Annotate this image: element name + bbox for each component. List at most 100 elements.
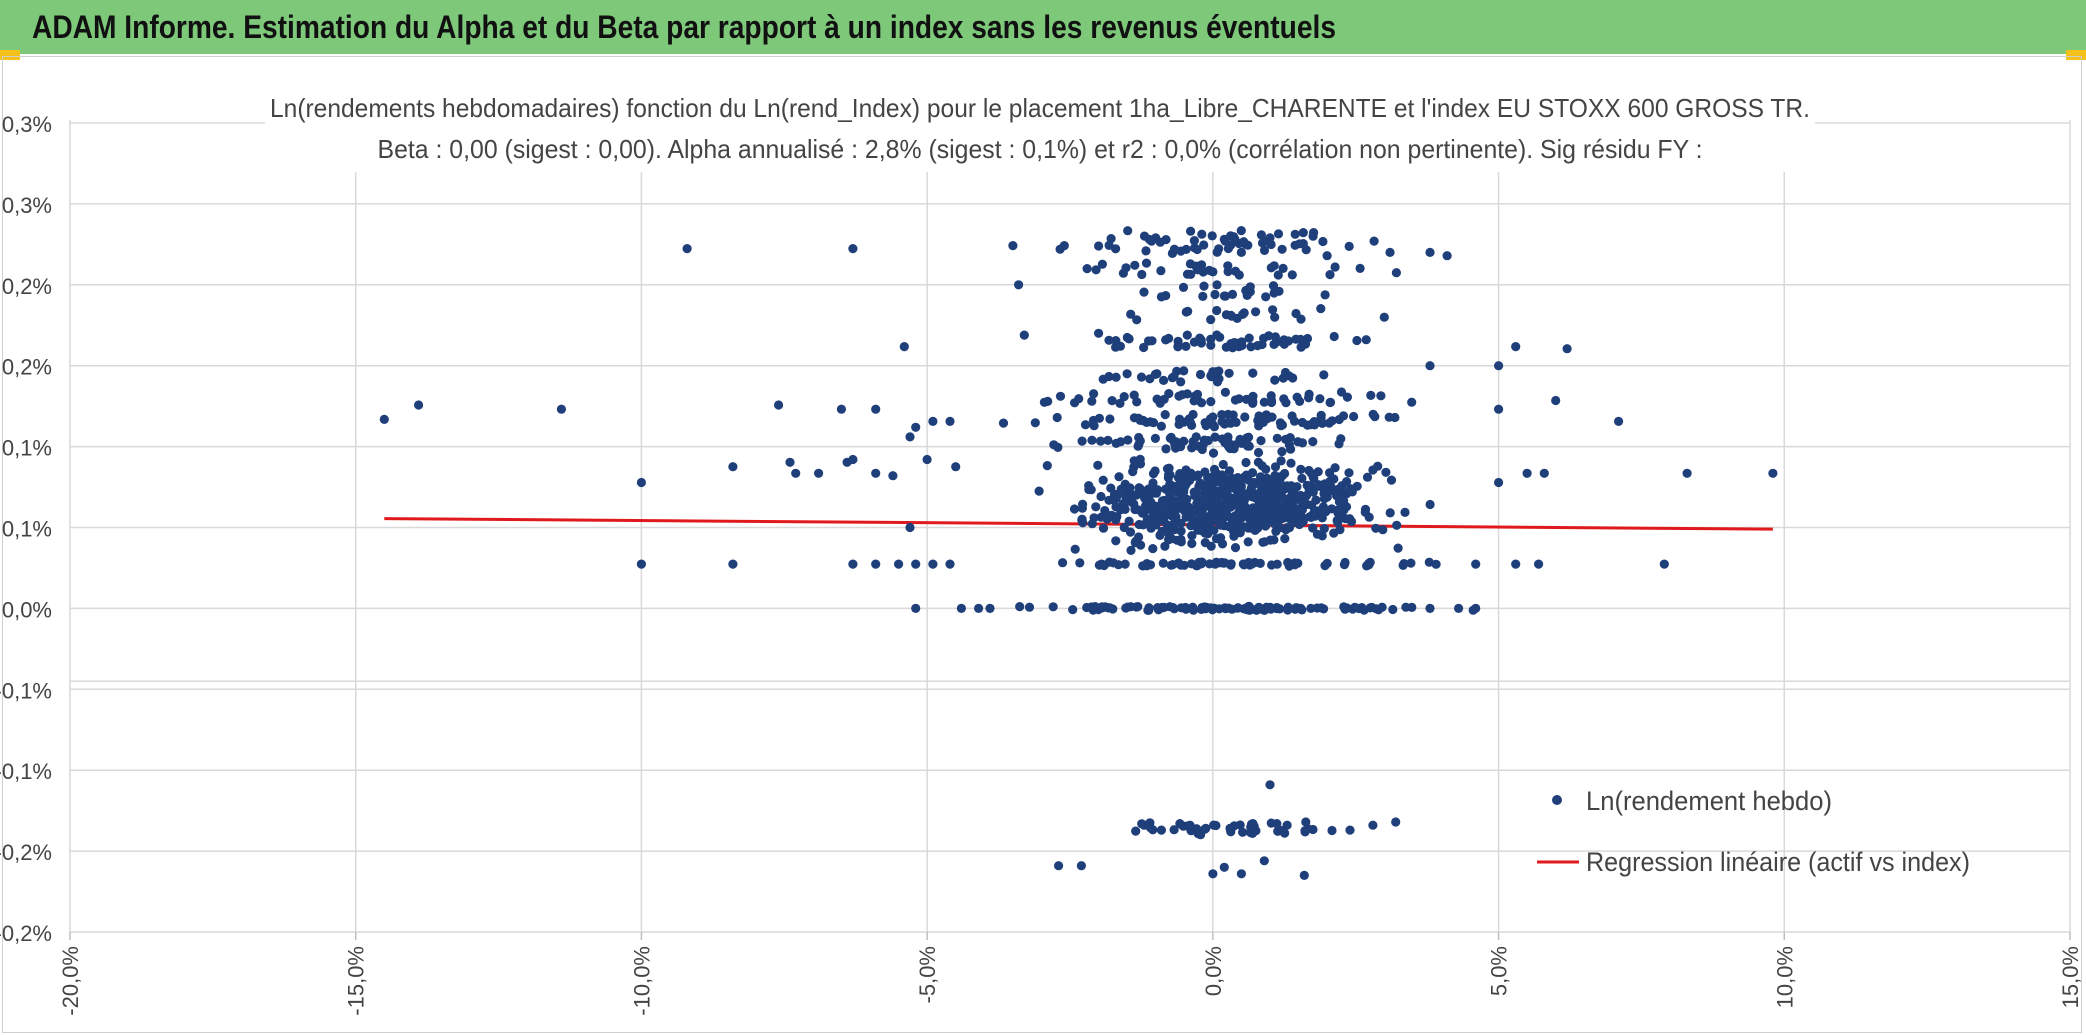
data-point bbox=[1187, 538, 1197, 549]
data-point bbox=[905, 432, 915, 442]
x-tick-label: -20,0% bbox=[58, 946, 83, 1016]
data-point bbox=[1156, 825, 1166, 835]
data-point bbox=[1277, 447, 1287, 457]
data-point bbox=[1368, 409, 1378, 419]
data-point bbox=[1213, 368, 1223, 378]
data-point bbox=[636, 559, 647, 569]
data-point bbox=[1454, 603, 1464, 614]
data-point bbox=[1261, 236, 1271, 246]
data-point bbox=[1153, 603, 1163, 613]
data-point bbox=[1273, 270, 1283, 280]
data-point bbox=[1388, 604, 1398, 615]
data-point bbox=[1052, 412, 1062, 423]
data-point bbox=[1219, 558, 1229, 568]
data-point bbox=[1103, 435, 1113, 445]
data-point bbox=[1304, 393, 1314, 403]
data-point bbox=[1226, 340, 1236, 350]
y-tick-label: 0,3% bbox=[2, 193, 52, 218]
data-point bbox=[1270, 470, 1280, 481]
data-point bbox=[848, 559, 858, 569]
data-point bbox=[1315, 394, 1325, 404]
data-point bbox=[1298, 228, 1308, 238]
data-point bbox=[1255, 496, 1265, 507]
data-point bbox=[1494, 404, 1504, 414]
data-point bbox=[1126, 545, 1136, 556]
data-point bbox=[1122, 332, 1132, 343]
data-point bbox=[1309, 474, 1319, 484]
data-point bbox=[1115, 398, 1125, 408]
data-point bbox=[911, 603, 921, 614]
data-point bbox=[1146, 236, 1156, 246]
data-point bbox=[1195, 478, 1205, 488]
data-point bbox=[682, 244, 692, 254]
data-point bbox=[1425, 499, 1435, 510]
data-point bbox=[1094, 241, 1104, 251]
data-point bbox=[1076, 861, 1086, 871]
data-point bbox=[1296, 603, 1306, 613]
data-point bbox=[1116, 484, 1126, 494]
data-point bbox=[1352, 335, 1362, 346]
data-point bbox=[1107, 396, 1117, 406]
data-point bbox=[1212, 280, 1222, 290]
data-point bbox=[1350, 602, 1360, 612]
data-point bbox=[1338, 495, 1348, 506]
data-point bbox=[1355, 263, 1365, 273]
data-point bbox=[1269, 519, 1279, 529]
x-tick-label: -15,0% bbox=[344, 946, 369, 1016]
data-point bbox=[785, 457, 795, 467]
data-point bbox=[1119, 522, 1129, 533]
data-point bbox=[1280, 367, 1291, 378]
data-point bbox=[1255, 480, 1265, 490]
data-point bbox=[1242, 290, 1252, 300]
data-point bbox=[1080, 420, 1091, 430]
data-point bbox=[1224, 466, 1235, 476]
data-point bbox=[1137, 819, 1147, 829]
data-point bbox=[1278, 263, 1288, 273]
data-point bbox=[1251, 307, 1261, 317]
data-point bbox=[1551, 395, 1561, 406]
data-point bbox=[1208, 412, 1218, 422]
data-point bbox=[1094, 328, 1104, 338]
data-point bbox=[1283, 557, 1293, 568]
data-point bbox=[894, 559, 904, 569]
data-point bbox=[1223, 409, 1233, 419]
data-point bbox=[1270, 312, 1280, 322]
data-point bbox=[998, 418, 1009, 428]
data-point bbox=[1134, 532, 1144, 542]
data-point bbox=[1310, 511, 1320, 521]
data-point bbox=[1385, 508, 1395, 518]
data-point bbox=[1141, 258, 1152, 268]
report-header: ADAM Informe. Estimation du Alpha et du … bbox=[0, 0, 2086, 54]
chart-title: Ln(rendements hebdomadaires) fonction du… bbox=[270, 93, 1810, 123]
data-point bbox=[1241, 457, 1251, 468]
data-point bbox=[1345, 514, 1355, 524]
data-point bbox=[1243, 475, 1254, 485]
data-point bbox=[1308, 437, 1318, 447]
x-tick-label: 5,0% bbox=[1487, 946, 1512, 996]
data-point bbox=[1230, 511, 1240, 521]
data-point bbox=[1262, 473, 1272, 483]
data-point bbox=[1309, 228, 1319, 238]
data-point bbox=[1175, 481, 1185, 491]
data-point bbox=[1206, 340, 1216, 350]
data-point bbox=[1156, 421, 1166, 431]
data-point bbox=[1209, 820, 1219, 830]
data-point bbox=[1120, 559, 1130, 569]
data-point bbox=[871, 404, 881, 414]
data-point bbox=[1425, 361, 1435, 371]
x-axis: -20,0% -15,0% -10,0% -5,0% 0,0% 5,0% 10,0% 15,0… bbox=[58, 946, 2083, 1016]
data-point bbox=[1189, 236, 1199, 246]
data-point bbox=[1111, 244, 1121, 254]
data-point bbox=[1407, 602, 1417, 613]
data-point bbox=[1243, 557, 1254, 568]
data-point bbox=[1391, 817, 1401, 827]
data-point bbox=[1212, 377, 1223, 387]
data-point bbox=[1217, 470, 1227, 480]
data-point bbox=[1342, 477, 1352, 487]
data-point bbox=[1329, 331, 1339, 342]
data-point bbox=[1364, 512, 1374, 522]
data-point bbox=[1084, 484, 1094, 495]
data-point bbox=[1156, 266, 1166, 276]
data-point bbox=[1270, 375, 1280, 385]
data-point bbox=[1181, 341, 1191, 351]
